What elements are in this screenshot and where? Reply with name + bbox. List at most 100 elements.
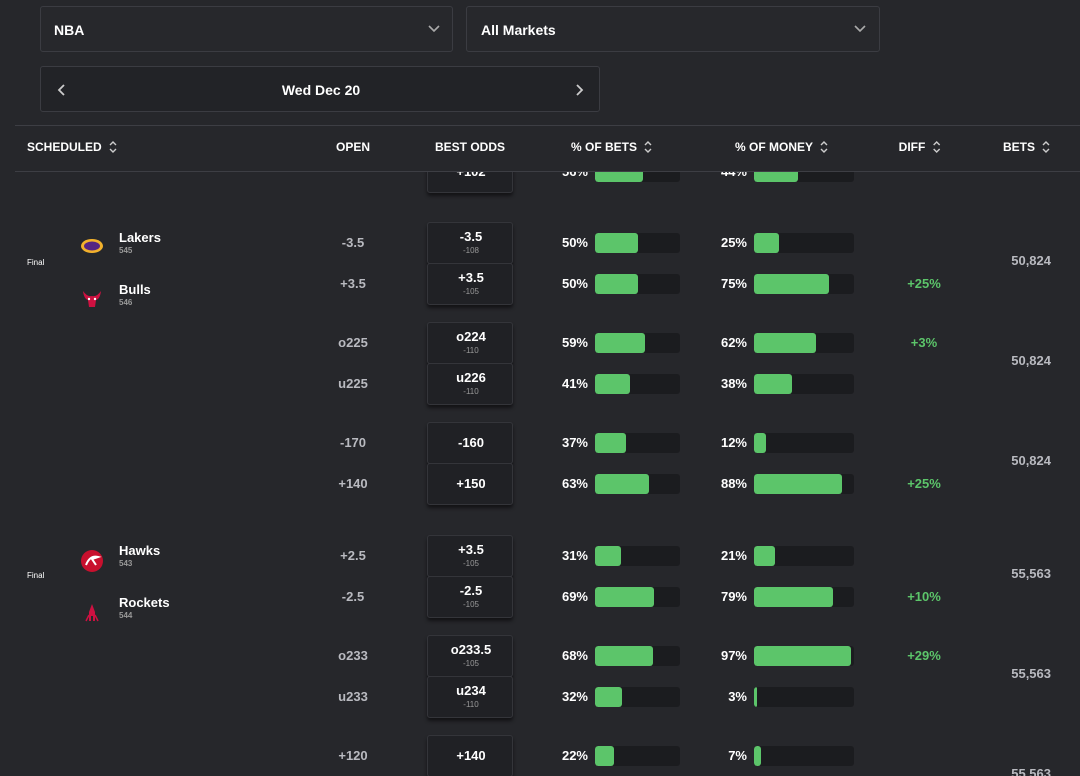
money-pct-label: 7% (728, 748, 747, 763)
open-line: +120 (338, 748, 368, 763)
best-odds[interactable]: +3.5 -105 (427, 535, 513, 577)
header-label: % OF MONEY (734, 140, 814, 154)
bets-pct-track (595, 687, 680, 707)
money-pct-bar (754, 474, 842, 494)
best-odds[interactable]: +102 (427, 172, 513, 193)
money-pct-label: 21% (720, 548, 747, 563)
money-pct-bar (754, 587, 833, 607)
money-pct-bar (754, 374, 792, 394)
team-number: 544 (119, 611, 133, 620)
open-line: o225 (338, 335, 368, 350)
sort-icon (643, 140, 653, 154)
best-odds-line: u226 (456, 370, 486, 385)
prev-day[interactable] (57, 83, 67, 97)
bets-pct-label: 59% (561, 335, 588, 350)
money-pct-bar (754, 433, 766, 453)
money-pct-bar (754, 646, 851, 666)
best-odds[interactable]: +3.5 -105 (427, 263, 513, 305)
money-pct-track (754, 274, 854, 294)
header-label: % OF BETS (570, 140, 638, 154)
date-label: Wed Dec 20 (281, 82, 361, 98)
best-odds[interactable]: -2.5 -105 (427, 576, 513, 618)
money-pct-track (754, 333, 854, 353)
best-odds-line: +3.5 (458, 542, 484, 557)
money-pct-label: 38% (720, 376, 747, 391)
header-label: BETS (1002, 140, 1036, 154)
best-odds[interactable]: +150 (427, 463, 513, 505)
money-pct-bar (754, 233, 779, 253)
bets-pct-bar (595, 646, 653, 666)
best-odds[interactable]: o233.5 -105 (427, 635, 513, 677)
money-pct-track (754, 433, 854, 453)
best-odds-price: -108 (462, 246, 480, 255)
best-odds-line: -3.5 (459, 229, 483, 244)
best-odds-price: -105 (462, 659, 480, 668)
bets-pct-label: 63% (561, 476, 588, 491)
bets-pct-track (595, 333, 680, 353)
best-odds[interactable]: u234 -110 (427, 676, 513, 718)
bets-pct-label: 50% (561, 276, 588, 291)
sort-icon (1041, 140, 1051, 154)
best-odds[interactable]: +140 (427, 735, 513, 776)
bets-pct-track (595, 433, 680, 453)
open-line: +2.5 (340, 548, 366, 563)
header-label: DIFF (898, 140, 926, 154)
sort-icon (931, 140, 941, 154)
open-line: u225 (338, 376, 368, 391)
chevron (428, 25, 440, 33)
diff: +25% (907, 476, 941, 491)
best-odds[interactable]: o224 -110 (427, 322, 513, 364)
open-line: +140 (338, 476, 368, 491)
column-header[interactable]: % OF BETS (571, 140, 653, 154)
bets-pct-label: 68% (561, 648, 588, 663)
league-dropdown[interactable]: NBA (40, 6, 453, 52)
best-odds-price: -105 (462, 287, 480, 296)
best-odds[interactable]: -160 (427, 422, 513, 464)
next-day[interactable] (574, 83, 584, 97)
game-status: Final (27, 258, 45, 267)
money-pct-label: 3% (728, 689, 747, 704)
column-header[interactable]: DIFF (899, 140, 942, 154)
money-pct-track (754, 374, 854, 394)
money-pct-track (754, 172, 854, 182)
money-pct-label: 75% (720, 276, 747, 291)
best-odds[interactable]: -3.5 -108 (427, 222, 513, 264)
market-dropdown[interactable]: All Markets (466, 6, 880, 52)
bets-pct-track (595, 746, 680, 766)
diff: +3% (910, 335, 938, 350)
best-odds-price: -105 (462, 559, 480, 568)
best-odds-price: -105 (462, 600, 480, 609)
open-line: -170 (339, 435, 367, 450)
team-name: Bulls (119, 282, 151, 297)
money-pct-label: 88% (720, 476, 747, 491)
diff: +25% (907, 276, 941, 291)
money-pct-bar (754, 687, 757, 707)
best-odds-line: +102 (456, 172, 485, 180)
money-pct-bar (754, 746, 761, 766)
column-header[interactable]: % OF MONEY (735, 140, 829, 154)
total-bets: 55,563 (1011, 766, 1051, 776)
header-label: BEST ODDS (434, 140, 506, 154)
column-header[interactable]: BETS (1003, 140, 1051, 154)
team-logo (80, 601, 104, 630)
best-odds[interactable]: u226 -110 (427, 363, 513, 405)
team-number: 545 (119, 246, 133, 255)
money-pct-bar (754, 274, 829, 294)
bets-pct-track (595, 274, 680, 294)
bets-pct-label: 31% (561, 548, 588, 563)
team-number: 546 (119, 298, 133, 307)
money-pct-track (754, 646, 854, 666)
bets-pct-bar (595, 374, 630, 394)
bets-pct-label: 22% (561, 748, 588, 763)
header-label: OPEN (335, 140, 371, 154)
bets-pct-label: 50% (561, 235, 588, 250)
column-header: BEST ODDS (435, 140, 505, 154)
best-odds-price: -110 (463, 700, 479, 709)
column-header[interactable]: SCHEDULED (27, 140, 118, 154)
money-pct-label: 79% (720, 589, 747, 604)
money-pct-label: 62% (720, 335, 747, 350)
best-odds-line: +3.5 (458, 270, 484, 285)
money-pct-bar (754, 333, 816, 353)
sort-icon (108, 140, 118, 154)
